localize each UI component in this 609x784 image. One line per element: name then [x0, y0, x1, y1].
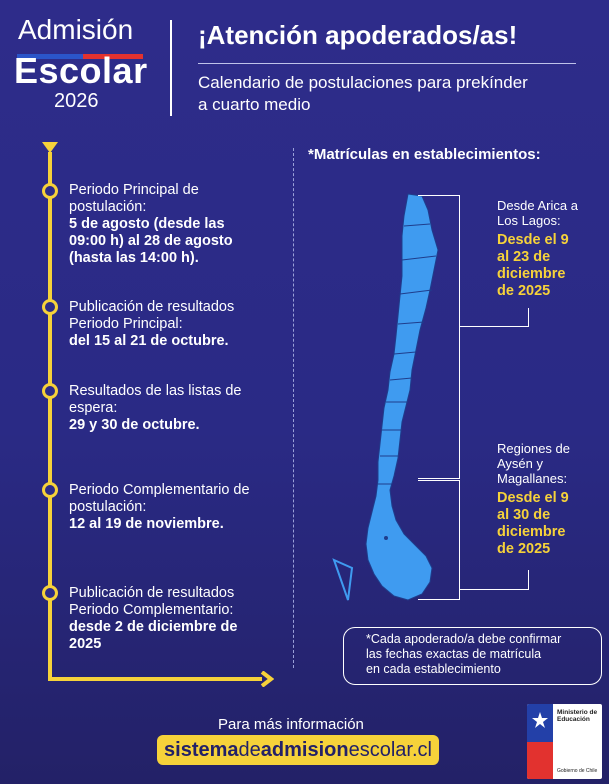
timeline-arrow-icon — [260, 671, 274, 687]
logo-escolar-text: Escolar — [14, 50, 148, 91]
south-region-block: Regiones de Aysén y Magallanes: Desde el… — [497, 441, 570, 557]
title-underline — [198, 63, 576, 64]
north-connector-end — [528, 308, 529, 327]
timeline-dot — [42, 299, 58, 315]
timeline-dot — [42, 585, 58, 601]
column-divider — [293, 148, 294, 668]
south-connector-end — [528, 570, 529, 590]
logo-year: 2026 — [54, 90, 99, 112]
north-connector — [459, 326, 529, 327]
timeline-item-listas-espera: Resultados de las listas de espera: 29 y… — [69, 383, 242, 433]
north-region-block: Desde Arica a Los Lagos: Desde el 9 al 2… — [497, 198, 578, 299]
timeline-bottom-line — [48, 677, 262, 681]
matriculas-title: *Matrículas en establecimientos: — [308, 146, 541, 163]
south-bracket — [418, 480, 460, 600]
south-connector — [459, 589, 529, 590]
page-title: ¡Atención apoderados/as! — [198, 20, 518, 50]
ministry-logo: Ministerio de Educación Gobierno de Chile — [527, 704, 602, 779]
north-bracket — [418, 195, 460, 479]
header-divider — [170, 20, 172, 116]
timeline-dot — [42, 383, 58, 399]
timeline-item-complementario: Periodo Complementario de postulación: 1… — [69, 482, 250, 532]
chile-map-icon — [332, 193, 439, 601]
timeline-dot — [42, 183, 58, 199]
timeline-start-icon — [42, 142, 58, 153]
logo-admision-text: Admisión — [18, 14, 134, 45]
timeline-item-principal: Periodo Principal de postulación: 5 de a… — [69, 182, 233, 266]
confirmation-note: *Cada apoderado/a debe confirmar las fec… — [343, 627, 602, 685]
timeline-item-resultados-complementario: Publicación de resultados Periodo Comple… — [69, 585, 238, 652]
more-info-label: Para más información — [218, 716, 364, 733]
page-subtitle: Calendario de postulaciones para prekínd… — [198, 73, 528, 114]
timeline-dot — [42, 482, 58, 498]
website-link[interactable]: sistemadeadmisionescolar.cl — [157, 735, 439, 765]
timeline-line — [48, 152, 52, 680]
timeline-item-resultados-principal: Publicación de resultados Periodo Princi… — [69, 299, 235, 349]
star-icon — [532, 712, 548, 728]
logo-color-bar — [17, 46, 143, 59]
